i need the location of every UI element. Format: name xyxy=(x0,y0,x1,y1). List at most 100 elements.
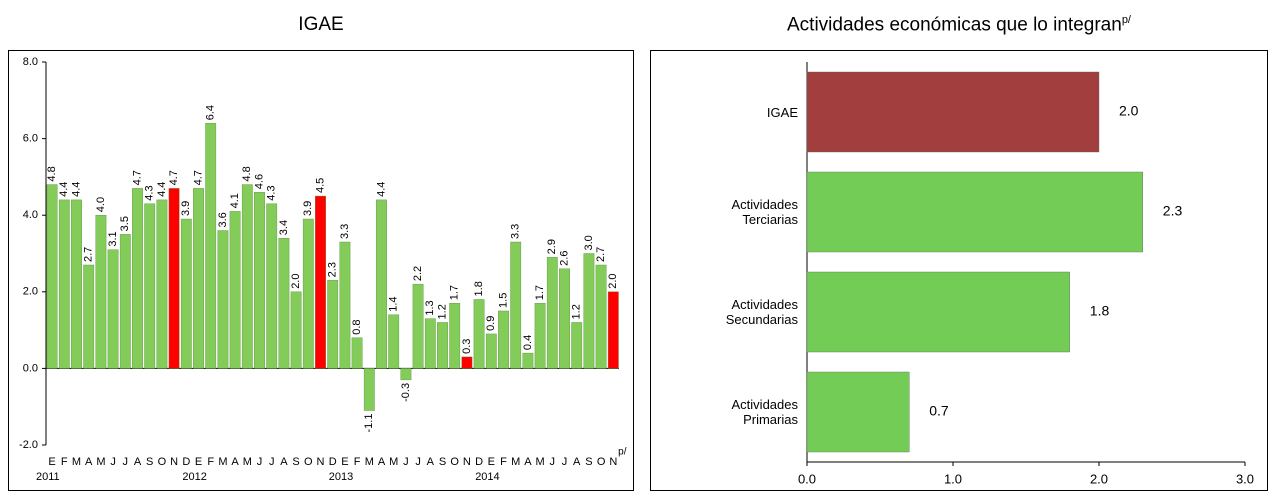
bar xyxy=(546,257,558,369)
chart-title: Actividades económicas que lo integranp/ xyxy=(650,14,1268,36)
y-tick-label: 8.0 xyxy=(23,56,38,68)
bar xyxy=(205,123,217,369)
value-label: 3.9 xyxy=(180,201,192,216)
bar xyxy=(376,199,387,369)
year-label: 2014 xyxy=(475,471,499,483)
x-tick-label: A xyxy=(280,456,288,468)
y-tick-label: -2.0 xyxy=(19,439,38,451)
bar xyxy=(363,368,375,411)
bar xyxy=(400,368,412,381)
bar xyxy=(168,188,180,369)
bar xyxy=(83,264,95,369)
value-label: 4.0 xyxy=(95,197,107,212)
bar xyxy=(327,280,339,369)
bar xyxy=(144,203,156,369)
bar xyxy=(485,333,497,369)
bar xyxy=(571,322,583,369)
bar xyxy=(156,199,168,369)
x-tick-label: S xyxy=(585,456,592,468)
x-tick-label: D xyxy=(475,456,483,468)
year-label: 2013 xyxy=(329,471,353,483)
x-tick-label: M xyxy=(72,456,81,468)
value-label: 4.4 xyxy=(70,182,82,197)
value-label: 3.3 xyxy=(510,224,522,239)
category-label-box: Actividades Primarias xyxy=(731,397,798,427)
x-tick-label: N xyxy=(463,456,471,468)
year-label: 2011 xyxy=(36,471,60,483)
value-label: 1.8 xyxy=(1090,303,1110,319)
x-tick-label: E xyxy=(195,456,202,468)
bar xyxy=(437,322,448,369)
x-tick-label: A xyxy=(231,456,239,468)
bar xyxy=(107,249,119,369)
x-tick-label: E xyxy=(488,456,495,468)
y-tick-label: 0.0 xyxy=(23,362,38,374)
chart: -2.0 0.0 2.0 4.0 6.0 8.0 4.8 E 4.4 F 4.4 M 2.7 A 4.0 M 3… xyxy=(8,50,634,491)
category-label: Actividades Primarias xyxy=(731,397,798,427)
bar xyxy=(498,310,509,369)
bar xyxy=(46,184,58,369)
category-label: Actividades Terciarias xyxy=(731,197,798,227)
value-label: 4.3 xyxy=(144,185,156,200)
x-tick-label: A xyxy=(134,456,142,468)
value-label: 4.7 xyxy=(131,170,143,185)
bar xyxy=(95,214,107,369)
year-label: 2012 xyxy=(182,471,206,483)
bar xyxy=(193,188,204,369)
y-tick-label: 4.0 xyxy=(23,209,38,221)
x-tick-label: F xyxy=(61,456,68,468)
bar xyxy=(388,314,400,369)
value-label: 1.8 xyxy=(473,281,485,296)
category-label-box: Actividades Secundarias xyxy=(726,297,798,327)
category-label-box: Actividades Terciarias xyxy=(731,197,798,227)
value-label: 2.0 xyxy=(290,274,302,289)
y-tick-label: 2.0 xyxy=(23,286,38,298)
bar xyxy=(132,188,143,369)
x-tick-label: S xyxy=(292,456,299,468)
x-tick-label: J xyxy=(257,456,263,468)
x-tick-label: O xyxy=(450,456,459,468)
x-tick-label: M xyxy=(243,456,252,468)
bar xyxy=(534,303,546,369)
x-tick-label: O xyxy=(304,456,313,468)
value-label: 4.7 xyxy=(168,170,180,185)
x-tick-label: E xyxy=(341,456,348,468)
x-tick-label: J xyxy=(562,456,568,468)
bar xyxy=(241,184,253,369)
x-tick-label: S xyxy=(146,456,153,468)
value-label: 0.7 xyxy=(929,403,949,419)
bar xyxy=(595,264,607,369)
value-label: 0.3 xyxy=(461,339,473,354)
value-label: 4.3 xyxy=(266,185,278,200)
value-label: 1.3 xyxy=(424,300,436,315)
x-tick-label: M xyxy=(365,456,374,468)
value-label: 4.4 xyxy=(58,182,70,197)
x-tick-label: 1.0 xyxy=(944,471,962,486)
bar xyxy=(806,371,910,453)
value-label: -0.3 xyxy=(400,383,412,402)
x-tick-label: N xyxy=(317,456,325,468)
bar xyxy=(424,318,436,369)
bar xyxy=(290,291,302,369)
bar xyxy=(315,195,326,369)
x-tick-label: 3.0 xyxy=(1236,471,1254,486)
x-tick-label: J xyxy=(415,456,421,468)
x-tick-label: E xyxy=(48,456,55,468)
x-tick-label: F xyxy=(500,456,507,468)
bar xyxy=(254,192,265,369)
x-tick-label: A xyxy=(573,456,581,468)
value-label: 2.2 xyxy=(412,266,424,281)
bar xyxy=(607,291,619,369)
x-tick-label: J xyxy=(269,456,275,468)
bar xyxy=(302,218,314,369)
x-tick-label: 0.0 xyxy=(798,471,816,486)
value-label: 1.7 xyxy=(449,285,461,300)
value-label: 2.7 xyxy=(83,247,95,262)
value-label: 3.3 xyxy=(339,224,351,239)
value-label: 4.7 xyxy=(192,170,204,185)
bar xyxy=(119,234,131,369)
x-tick-label: A xyxy=(427,456,435,468)
x-tick-label: F xyxy=(207,456,214,468)
x-tick-label: M xyxy=(218,456,227,468)
value-label: 2.7 xyxy=(595,247,607,262)
